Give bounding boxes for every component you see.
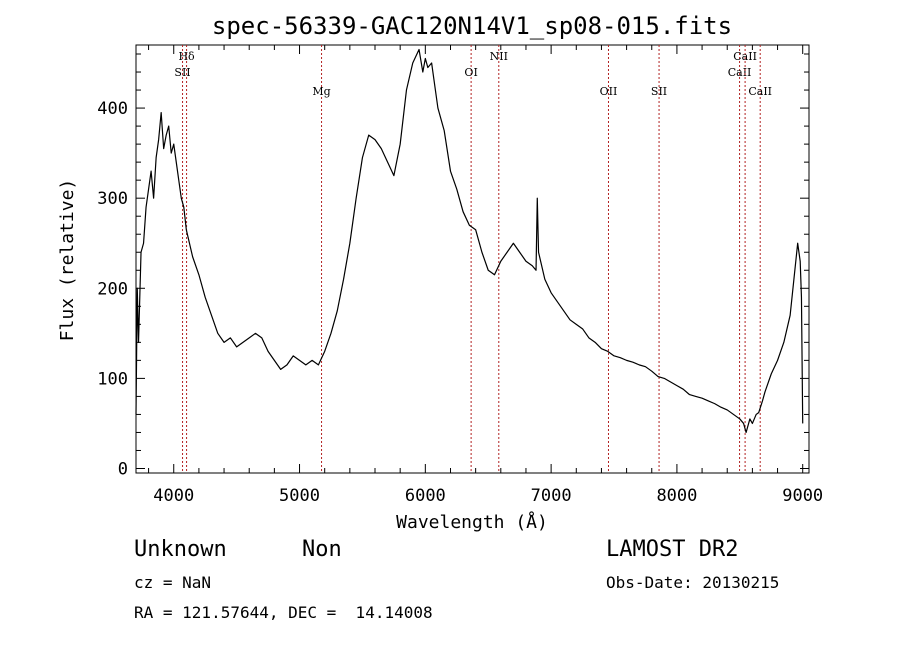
- spectral-line-markers: Hδ SII Mg OI NII OII SII CaII CaII CaII: [174, 45, 772, 473]
- spectral-line-label: SII: [651, 85, 667, 98]
- survey-name: LAMOST DR2: [606, 537, 739, 562]
- x-tick-label: 6000: [405, 486, 446, 506]
- spectral-line-label: Mg: [312, 85, 330, 98]
- object-class: Unknown: [134, 537, 227, 562]
- chart-title: spec-56339-GAC120N14V1_sp08-015.fits: [212, 12, 732, 40]
- x-tick-label: 8000: [656, 486, 697, 506]
- y-tick-label: 300: [97, 189, 128, 209]
- x-tick-label: 4000: [153, 486, 194, 506]
- x-tick-label: 5000: [279, 486, 320, 506]
- spectral-line-label: NII: [490, 50, 508, 63]
- spectral-line-label: SII: [174, 66, 190, 79]
- spectrum-series: [135, 48, 804, 434]
- coordinates: RA = 121.57644, DEC = 14.14008: [134, 603, 433, 622]
- spectral-line-label: OI: [464, 66, 477, 79]
- x-tick-label: 7000: [531, 486, 572, 506]
- x-tick-label: 9000: [782, 486, 823, 506]
- y-tick-label: 100: [97, 369, 128, 389]
- y-tick-label: 200: [97, 279, 128, 299]
- spectral-line-label: CaII: [728, 66, 752, 79]
- y-tick-label: 400: [97, 99, 128, 119]
- axis-ticks: 4000 5000 6000 7000 8000 9000 0 100 200 300 400: [97, 45, 823, 506]
- spectrum-line-0: [135, 48, 804, 434]
- spectral-line-label: CaII: [748, 85, 772, 98]
- spectral-line-label: CaII: [733, 50, 757, 63]
- spectral-line-label: OII: [600, 85, 618, 98]
- spectral-line-label: Hδ: [178, 50, 195, 63]
- x-axis-label: Wavelength (Å): [396, 511, 548, 533]
- plot-frame: [135, 44, 810, 474]
- y-axis-label: Flux (relative): [57, 179, 78, 342]
- object-subclass: Non: [302, 537, 342, 562]
- y-tick-label: 0: [118, 459, 128, 479]
- observation-date: Obs-Date: 20130215: [606, 573, 780, 592]
- redshift-cz: cz = NaN: [134, 573, 212, 592]
